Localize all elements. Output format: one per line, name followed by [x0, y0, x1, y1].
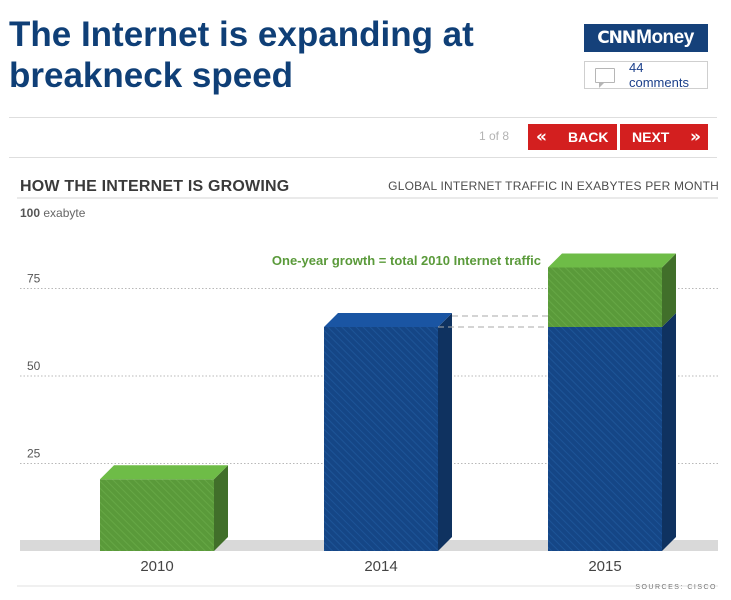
next-button-label: NEXT [632, 129, 670, 145]
bar-2014-face-1 [324, 327, 438, 551]
comments-link[interactable]: 44 comments [584, 60, 708, 90]
y-axis-unit: 100 exabyte [20, 206, 85, 220]
bar-2010-top [100, 465, 228, 480]
x-tick-label-2014: 2014 [364, 558, 397, 575]
bar-2015-segment-1 [548, 313, 676, 551]
bar-2015-top [548, 253, 676, 268]
cnn-logo-text: CNN [597, 28, 636, 48]
chart-source: SOURCES: CISCO [635, 584, 717, 591]
chart-subtitle: GLOBAL INTERNET TRAFFIC IN EXABYTES PER … [388, 179, 719, 193]
double-chevron-right-icon: » [690, 127, 701, 147]
double-chevron-left-icon: « [536, 127, 547, 147]
x-tick-label-2015: 2015 [588, 558, 621, 575]
y-axis-unit-value: 100 [20, 206, 41, 220]
x-tick-label-2010: 2010 [140, 558, 173, 575]
y-tick-label-25: 25 [27, 447, 41, 461]
bar-2010-segment-2 [100, 465, 228, 551]
bar-2015-face-2 [548, 267, 662, 327]
chart-title: HOW THE INTERNET IS GROWING [20, 178, 290, 195]
y-tick-label-75: 75 [27, 272, 41, 286]
chart-top-divider [9, 157, 717, 158]
y-tick-label-50: 50 [27, 359, 41, 373]
bar-2015-face-1 [548, 327, 662, 551]
bar-2010-face-2 [100, 479, 214, 551]
growth-annotation: One-year growth = total 2010 Internet tr… [272, 253, 541, 268]
back-button-label: BACK [568, 129, 609, 145]
header-divider [9, 117, 717, 118]
bar-2014-side-1 [438, 313, 452, 551]
bar-2015-segment-2 [548, 253, 676, 327]
back-button[interactable]: « BACK [528, 124, 617, 150]
comment-bubble-icon [595, 67, 615, 88]
bar-2015-side-1 [662, 313, 676, 551]
page-title: The Internet is expanding at breakneck s… [9, 15, 474, 95]
bar-2014-top [324, 313, 452, 327]
money-logo-text: Money [636, 27, 694, 48]
bar-2015-side-2 [662, 253, 676, 327]
comments-count: 44 comments [628, 60, 689, 90]
bar-2014-segment-1 [324, 313, 452, 551]
y-axis-unit-label: exabyte [43, 206, 86, 220]
slide-counter: 1 of 8 [479, 129, 510, 143]
cnnmoney-logo[interactable]: CNNMoney [584, 24, 708, 52]
bar-2010-side-2 [214, 465, 228, 551]
next-button[interactable]: NEXT » [620, 124, 708, 150]
